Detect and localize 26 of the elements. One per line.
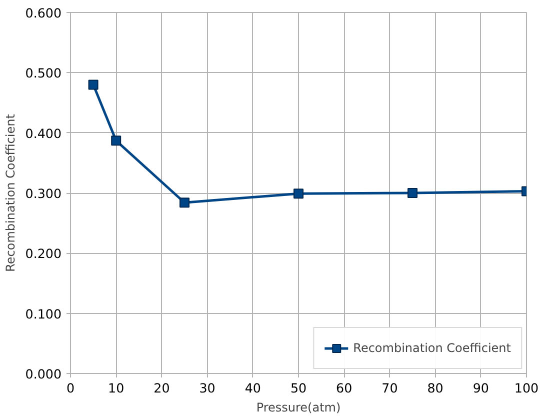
x-tick-label: 50 (290, 380, 307, 396)
y-tick-label: 0.200 (25, 246, 62, 262)
y-tick-label: 0.000 (25, 366, 62, 382)
x-tick-label: 80 (427, 380, 444, 396)
x-tick-label: 30 (199, 380, 216, 396)
y-tick-label: 0.100 (25, 306, 62, 322)
y-tick-label: 0.500 (25, 66, 62, 81)
point (294, 188, 304, 199)
y-axis-title: Recombination Coefficient (3, 114, 18, 272)
legend-label: Recombination Coefficient (353, 341, 511, 355)
x-tick-label: 60 (336, 380, 352, 396)
x-tick-label: 90 (472, 380, 489, 396)
x-axis-title: Pressure(atm) (256, 400, 341, 414)
point (88, 80, 98, 90)
x-tick-label: 100 (514, 380, 539, 396)
point (180, 198, 190, 208)
x-tick-label: 40 (244, 380, 261, 396)
x-tick-label: 0 (66, 380, 75, 396)
y-tick-label: 0.400 (25, 126, 62, 141)
point (111, 136, 122, 146)
y-tick-label: 0.600 (25, 6, 62, 20)
point (408, 188, 418, 198)
x-tick-label: 10 (108, 380, 124, 396)
x-tick-label: 20 (154, 380, 170, 396)
x-tick-label: 70 (382, 380, 398, 396)
y-tick-label: 0.300 (25, 186, 62, 201)
